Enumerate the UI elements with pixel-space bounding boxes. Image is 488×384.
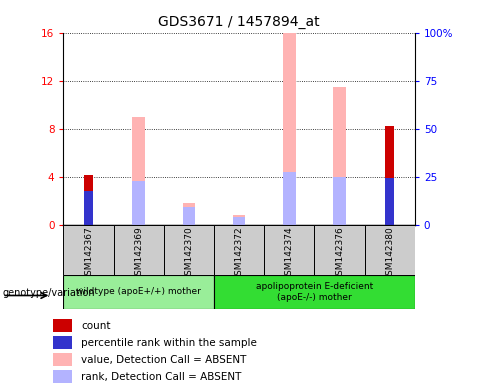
Bar <box>53 353 72 366</box>
Bar <box>333 177 346 225</box>
Text: GSM142367: GSM142367 <box>84 226 93 281</box>
Text: apolipoprotein E-deficient
(apoE-/-) mother: apolipoprotein E-deficient (apoE-/-) mot… <box>256 282 373 301</box>
Bar <box>63 225 114 275</box>
Bar <box>385 178 394 225</box>
Text: GSM142374: GSM142374 <box>285 226 294 281</box>
Bar <box>132 117 145 225</box>
Text: count: count <box>81 321 110 331</box>
Text: genotype/variation: genotype/variation <box>2 288 95 298</box>
Text: GSM142380: GSM142380 <box>385 226 394 281</box>
Bar <box>84 175 93 225</box>
Bar <box>233 217 245 225</box>
Bar <box>365 225 415 275</box>
Bar <box>214 275 415 309</box>
Bar <box>183 207 195 225</box>
Bar <box>53 319 72 332</box>
Text: GSM142376: GSM142376 <box>335 226 344 281</box>
Bar <box>63 275 214 309</box>
Bar <box>114 225 164 275</box>
Bar <box>314 225 365 275</box>
Bar <box>53 370 72 383</box>
Text: wildtype (apoE+/+) mother: wildtype (apoE+/+) mother <box>76 287 201 296</box>
Title: GDS3671 / 1457894_at: GDS3671 / 1457894_at <box>158 15 320 29</box>
Bar <box>233 215 245 225</box>
Text: value, Detection Call = ABSENT: value, Detection Call = ABSENT <box>81 355 246 365</box>
Text: GSM142370: GSM142370 <box>184 226 193 281</box>
Bar <box>333 87 346 225</box>
Bar <box>84 191 93 225</box>
Text: rank, Detection Call = ABSENT: rank, Detection Call = ABSENT <box>81 372 242 382</box>
Text: GSM142372: GSM142372 <box>235 226 244 281</box>
Bar <box>214 225 264 275</box>
Text: GSM142369: GSM142369 <box>134 226 143 281</box>
Bar <box>264 225 314 275</box>
Bar <box>53 336 72 349</box>
Bar <box>132 182 145 225</box>
Bar <box>385 126 394 225</box>
Text: percentile rank within the sample: percentile rank within the sample <box>81 338 257 348</box>
Bar <box>183 203 195 225</box>
Bar <box>164 225 214 275</box>
Bar <box>283 33 296 225</box>
Bar <box>283 172 296 225</box>
